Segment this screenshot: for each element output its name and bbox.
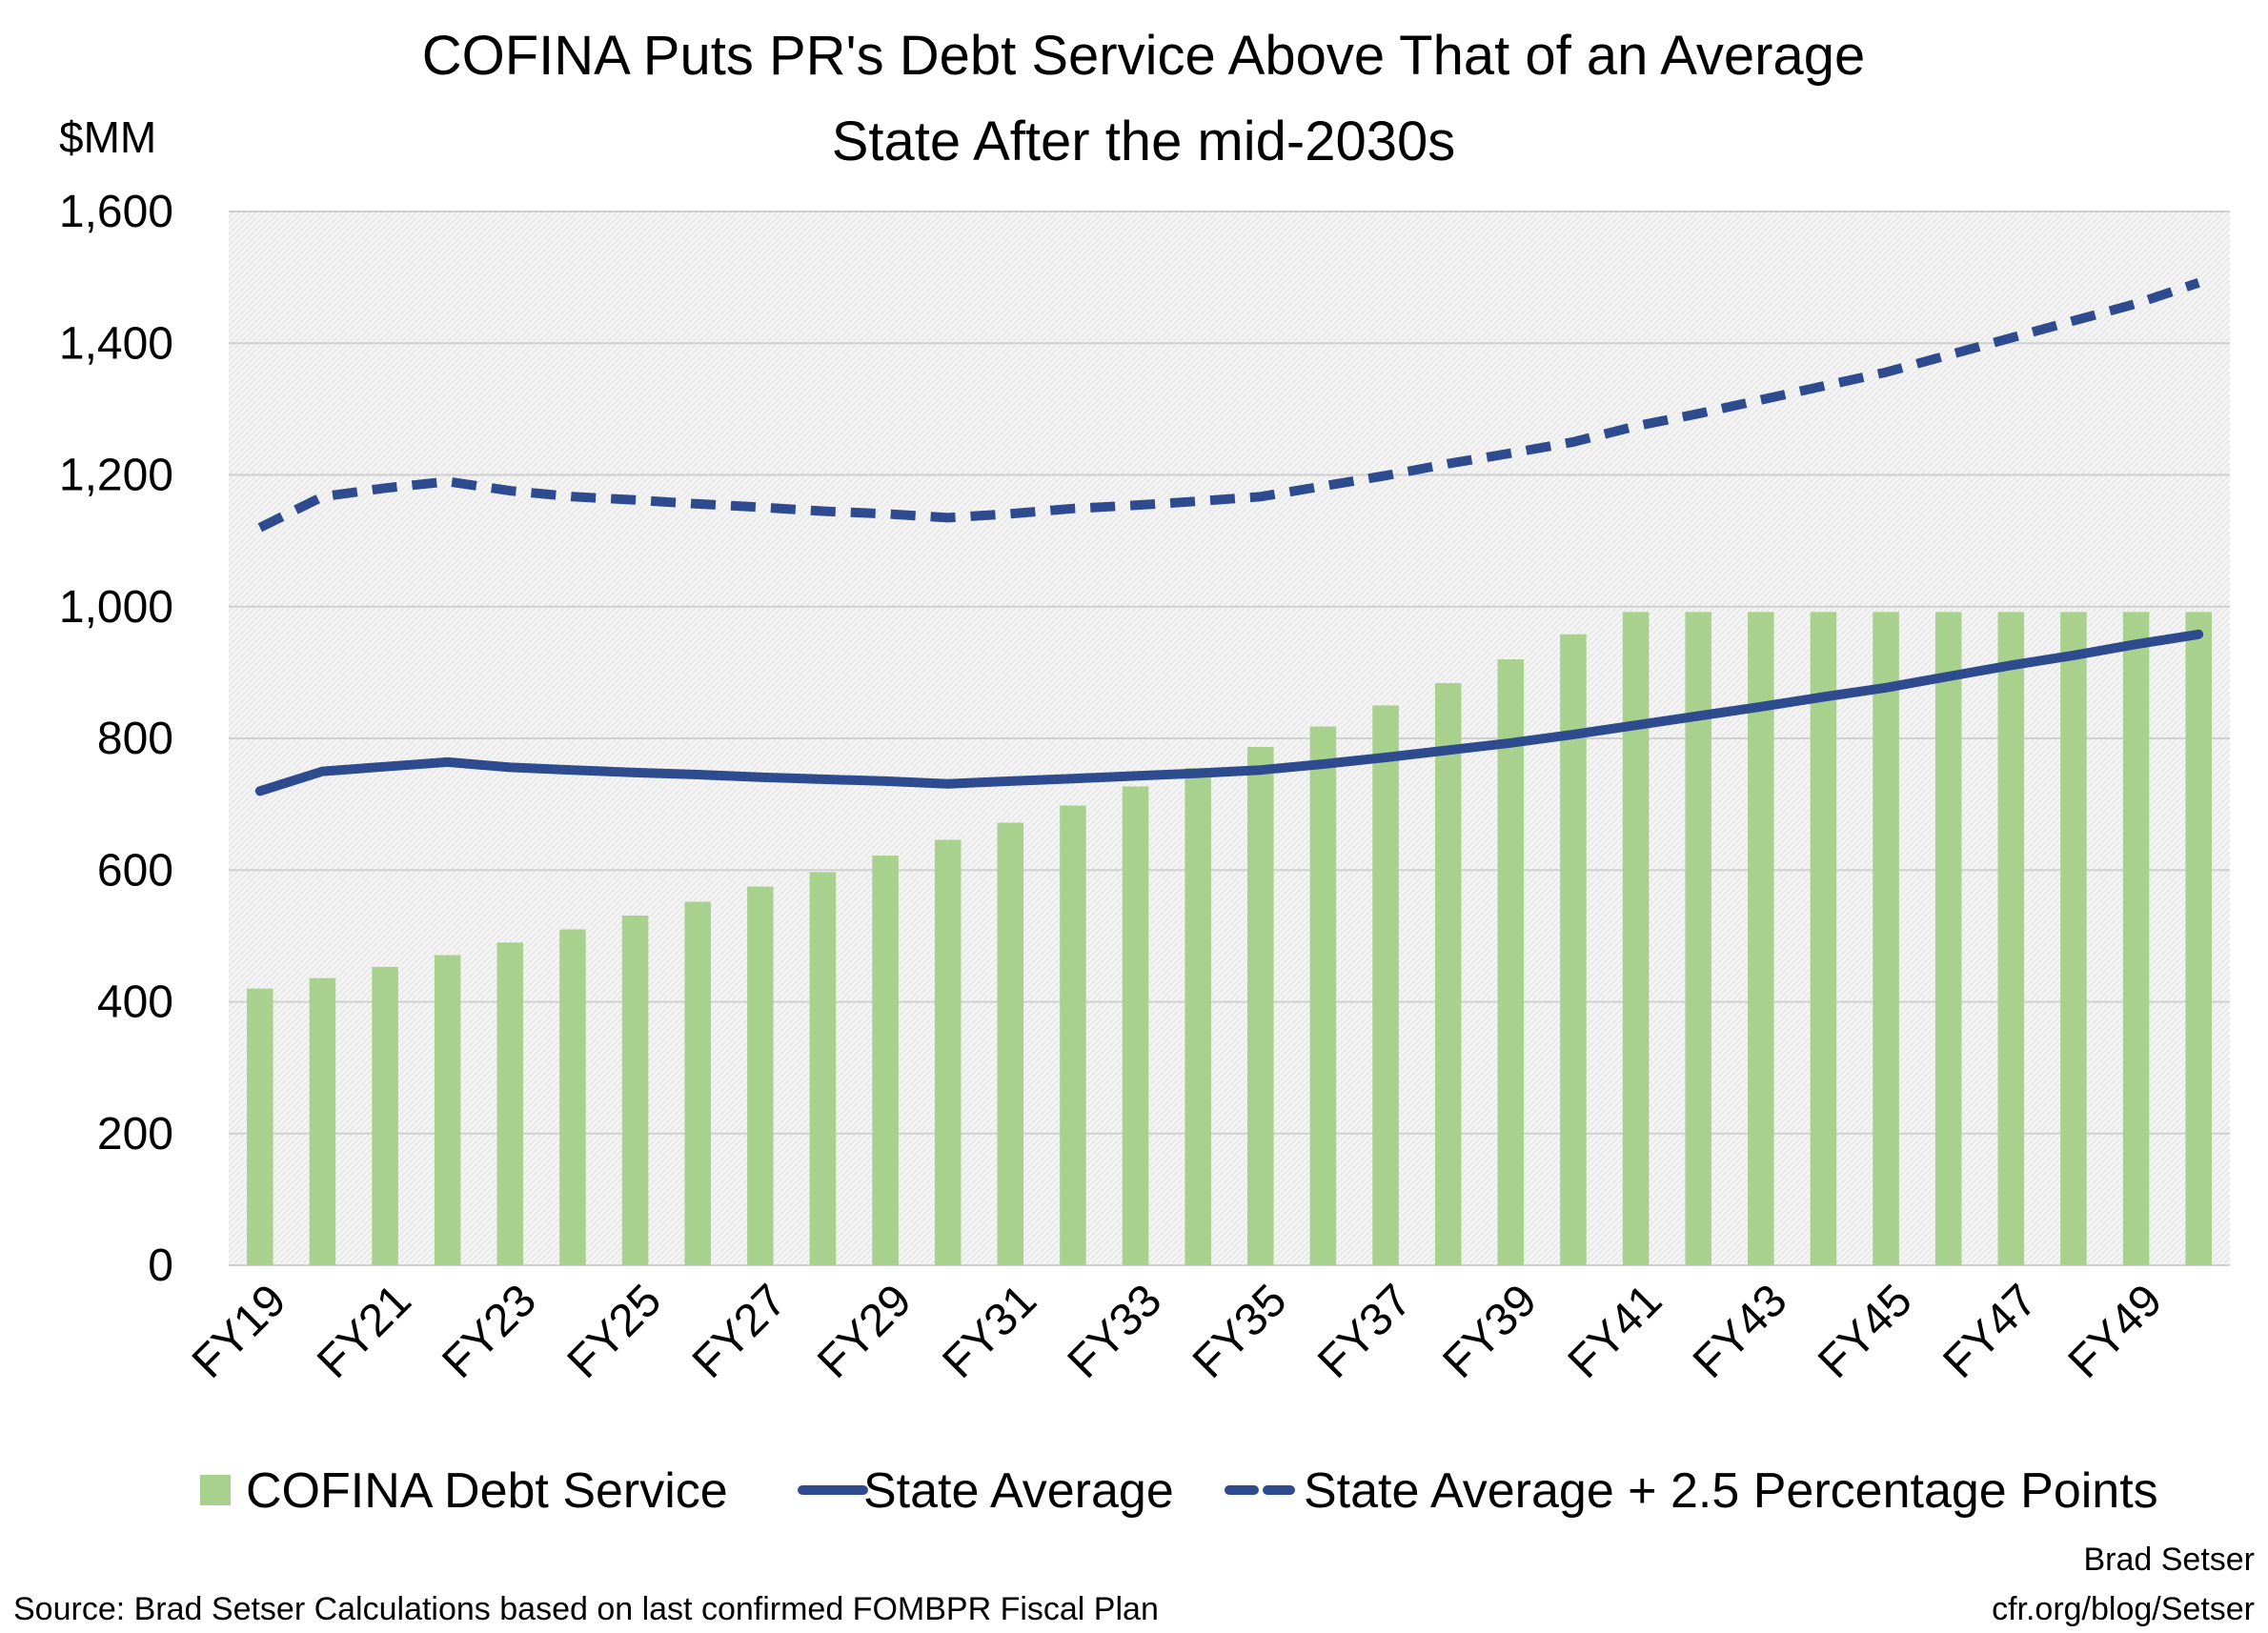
legend-label-cofina: COFINA Debt Service (246, 1463, 728, 1519)
bar-fy41 (1622, 612, 1650, 1265)
x-tick-label: FY21 (308, 1275, 421, 1388)
bar-fy33 (1122, 786, 1149, 1265)
bar-fy31 (997, 822, 1024, 1265)
x-tick-label: FY33 (1059, 1275, 1172, 1388)
y-tick-label: 200 (97, 1109, 173, 1159)
bar-fy28 (809, 872, 837, 1265)
legend-label-state-average: State Average (863, 1463, 1174, 1519)
x-tick-label: FY23 (433, 1275, 546, 1388)
y-tick-label: 600 (97, 845, 173, 896)
bar-fy44 (1810, 612, 1837, 1265)
y-tick-label: 800 (97, 714, 173, 764)
legend: COFINA Debt Service State Average State … (200, 1463, 2158, 1519)
bar-fy26 (684, 901, 711, 1265)
x-tick-label: FY19 (183, 1275, 296, 1388)
source-note: Source: Brad Setser Calculations based o… (13, 1591, 1159, 1627)
legend-label-state-average-plus: State Average + 2.5 Percentage Points (1304, 1463, 2158, 1519)
bar-fy30 (934, 839, 962, 1265)
credit-line-1: Brad Setser (2083, 1542, 2255, 1578)
bar-fy47 (1997, 612, 2025, 1265)
bar-fy37 (1372, 705, 1399, 1265)
bar-fy39 (1497, 659, 1525, 1265)
y-tick-label: 400 (97, 978, 173, 1028)
bar-fy21 (372, 966, 398, 1265)
x-tick-label: FY37 (1308, 1275, 1422, 1388)
bar-fy49 (2122, 612, 2150, 1265)
bar-fy24 (559, 929, 586, 1265)
bar-fy48 (2060, 612, 2087, 1265)
x-tick-label: FY45 (1809, 1275, 1922, 1388)
x-tick-label: FY27 (683, 1275, 797, 1388)
bar-series (247, 612, 2212, 1265)
bar-fy46 (1934, 612, 1962, 1265)
y-tick-label: 1,400 (59, 318, 173, 369)
y-tick-label: 1,600 (59, 187, 173, 237)
bar-fy43 (1748, 612, 1774, 1265)
state-average-plus-line (257, 277, 2200, 533)
bar-fy29 (872, 856, 899, 1265)
line-series (254, 277, 2204, 796)
y-axis-unit: $MM (59, 112, 156, 162)
x-tick-label: FY25 (558, 1275, 672, 1388)
x-tick-label: FY47 (1934, 1275, 2047, 1388)
bar-fy34 (1185, 768, 1211, 1265)
bar-fy19 (247, 988, 273, 1265)
credit-line-2: cfr.org/blog/Setser (1992, 1591, 2255, 1627)
x-tick-label: FY39 (1433, 1275, 1547, 1388)
bar-fy50 (2185, 612, 2212, 1265)
bar-fy36 (1309, 726, 1337, 1265)
chart-title-line-2: State After the mid-2030s (832, 111, 1455, 172)
state-average-line (254, 629, 2204, 796)
y-tick-label: 1,000 (59, 582, 173, 633)
y-axis-ticks: 0 200 400 600 800 1,000 1,200 1,400 1,600 (59, 187, 173, 1291)
chart-title-line-1: COFINA Puts PR's Debt Service Above That… (422, 25, 1866, 87)
legend-swatch-cofina (200, 1475, 231, 1505)
x-tick-label: FY41 (1559, 1275, 1672, 1388)
bar-fy27 (747, 886, 774, 1265)
bar-fy32 (1060, 805, 1086, 1265)
x-tick-label: FY35 (1184, 1275, 1297, 1388)
x-tick-label: FY49 (2059, 1275, 2173, 1388)
bar-fy22 (434, 955, 461, 1265)
x-tick-label: FY29 (808, 1275, 921, 1388)
x-tick-label: FY31 (933, 1275, 1046, 1388)
bar-fy35 (1247, 746, 1274, 1265)
bar-fy23 (496, 942, 524, 1265)
x-tick-label: FY43 (1684, 1275, 1797, 1388)
bar-fy38 (1434, 682, 1462, 1265)
bar-fy45 (1873, 612, 1899, 1265)
x-axis-ticks: FY19 FY21 FY23 FY25 FY27 FY29 FY31 FY33 FY35 FY37… (183, 1275, 2172, 1388)
bar-fy25 (621, 915, 649, 1265)
y-tick-label: 1,200 (59, 451, 173, 501)
bar-fy20 (309, 978, 336, 1265)
y-tick-label: 0 (148, 1240, 173, 1291)
